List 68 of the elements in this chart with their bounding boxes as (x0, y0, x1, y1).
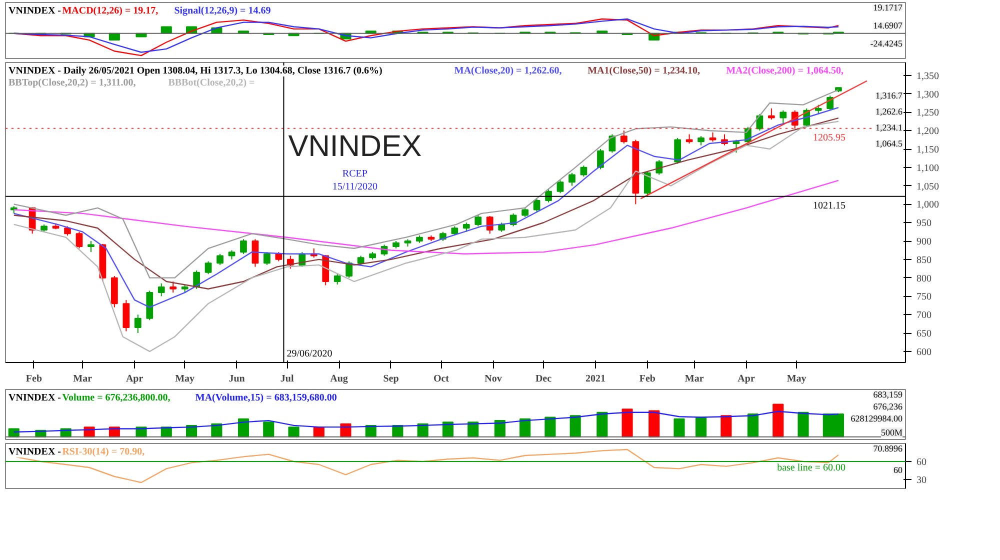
y-tick-label: 1,250 (916, 108, 939, 119)
annotation: 60 (894, 465, 903, 475)
x-tick-label: Dec (535, 374, 552, 384)
y-tick-label: 900 (916, 236, 932, 248)
annotation: 1,234.1 (876, 122, 902, 132)
series-label: MACD(12,26) = 19.17, (62, 6, 159, 16)
annotation: 1,064.5 (876, 138, 903, 148)
annotation: 1,316.7 (876, 90, 903, 100)
chart-title: VNINDEX - (8, 446, 61, 458)
y-tick-label: 30 (916, 475, 926, 486)
y-tick-label: 600 (916, 346, 932, 358)
annotation: 628129984.00 (850, 414, 903, 424)
x-tick-label: Apr (738, 374, 756, 384)
y-tick-label: 700 (916, 310, 932, 322)
y-tick-label: 1,100 (916, 162, 939, 174)
y-tick-label: 1,300 (916, 89, 939, 100)
text: MA1(Close,50) = 1,234.10, (588, 66, 700, 76)
x-tick-label: May (175, 374, 195, 384)
chart-title: VNINDEX - (8, 392, 61, 404)
chart-title: VNINDEX - Daily 26/05/2021 Open 1308.04, Hi 1317.3, Lo 1304.68, Close 1316.7 (0.6%) (8, 66, 382, 76)
x-tick-label: Mar (684, 374, 704, 384)
x-tick-label: Feb (26, 374, 42, 384)
x-tick-label: Jun (228, 374, 246, 384)
annotation: -24.4245 (870, 38, 903, 48)
ref-line-label: 1021.15 (813, 200, 846, 212)
y-tick-label: 1,050 (916, 181, 939, 192)
text: MA(Close,20) = 1,262.60, (454, 66, 562, 76)
ref-line-label: base line = 60.00 (777, 462, 846, 474)
annotation: VNINDEX (288, 130, 422, 163)
x-tick-label: Mar (73, 374, 93, 384)
x-tick-label: Aug (330, 374, 348, 384)
y-tick-label: 800 (916, 273, 932, 284)
x-tick-label: Sep (383, 374, 400, 384)
x-tick-label: 2021 (585, 374, 606, 384)
text: 19.1717 (873, 2, 903, 12)
x-tick-label: Nov (484, 374, 502, 384)
y-tick-label: 1,000 (916, 200, 939, 211)
x-tick-label: Feb (639, 374, 656, 384)
ref-line-label: 1205.95 (813, 132, 846, 144)
ref-line-label: 29/06/2020 (286, 348, 332, 360)
annotation: 500M (881, 428, 903, 438)
x-tick-label: May (786, 374, 806, 384)
chart-title: VNINDEX - (8, 6, 61, 16)
annotation: RCEP (342, 168, 368, 180)
y-tick-label: 650 (916, 328, 932, 340)
text: Volume = 676,236,800.00, (62, 392, 171, 404)
annotation: 676,236 (873, 402, 903, 412)
y-tick-label: 1,150 (916, 144, 939, 156)
annotation: 15/11/2020 (332, 182, 378, 192)
annotation: 14.6907 (873, 20, 903, 30)
annotation: 1,262.6 (876, 106, 903, 116)
y-tick-label: 750 (916, 292, 932, 303)
y-tick-label: 1,350 (916, 70, 939, 82)
text: 683,159 (873, 390, 903, 400)
y-tick-label: 60 (916, 457, 926, 468)
text: MA(Volume,15) = 683,159,680.00 (195, 392, 337, 404)
series-label: RSI-30(14) = 70.90, (62, 446, 146, 458)
text: BBBot(Close,20,2) = (168, 78, 256, 88)
text: BBTop(Close,20,2) = 1,311.00, (8, 78, 136, 88)
y-tick-label: 1,200 (916, 126, 939, 138)
y-tick-label: 850 (916, 254, 932, 266)
x-tick-label: Oct (433, 374, 450, 384)
annotation: 70.8996 (873, 444, 903, 454)
x-tick-label: Apr (126, 374, 144, 384)
series-label: Signal(12,26,9) = 14.69 (174, 6, 271, 16)
y-tick-label: 950 (916, 218, 932, 230)
x-tick-label: Jul (280, 374, 294, 384)
text: MA2(Close,200) = 1,064.50, (726, 66, 844, 76)
